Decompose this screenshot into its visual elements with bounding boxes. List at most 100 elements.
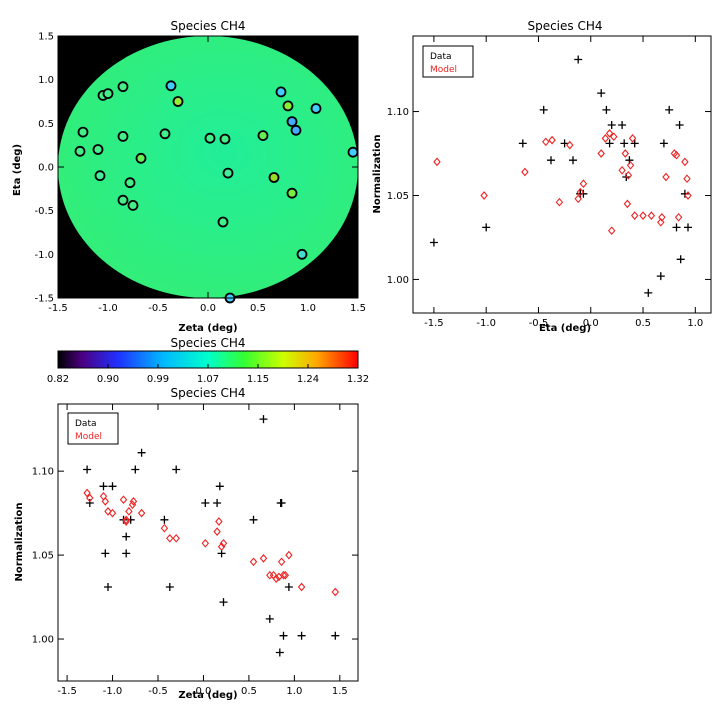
eta-model-point-29 xyxy=(674,212,683,222)
eta-data-point-14 xyxy=(607,121,616,129)
colorbar-tick-label-5: 1.24 xyxy=(297,374,319,385)
zeta-data-point-7 xyxy=(122,532,131,541)
eta-data-point-7 xyxy=(574,55,583,64)
zeta-model-point-10 xyxy=(128,500,137,510)
zeta-model-point-14 xyxy=(166,533,174,543)
eta-xtick-label-2: -0.5 xyxy=(529,318,549,329)
zeta-data-point-29 xyxy=(331,631,340,640)
eta-data-point-5 xyxy=(560,139,569,148)
eta-model-point-4 xyxy=(548,135,556,145)
map-ytick-label-2: -0.5 xyxy=(34,206,54,217)
eta-data-point-16 xyxy=(620,139,629,148)
map-point-28 xyxy=(347,146,359,158)
zeta-model-point-3 xyxy=(101,497,110,506)
map-point-4 xyxy=(102,88,114,99)
map-xtick-label-1: -1.0 xyxy=(98,303,118,314)
eta-model-point-6 xyxy=(566,140,574,150)
eta-data-point-19 xyxy=(630,139,639,148)
eta-data-point-2 xyxy=(518,139,527,148)
zeta-model-point-28 xyxy=(279,570,288,580)
map-ytick-label-1: -1.0 xyxy=(34,250,54,261)
zeta-legend-model: Model xyxy=(75,432,102,442)
zeta-model-point-0 xyxy=(83,488,91,498)
zeta-data-point-5 xyxy=(108,482,117,491)
eta-model-point-12 xyxy=(605,129,614,138)
map-point-16 xyxy=(219,133,231,145)
eta-model-point-20 xyxy=(628,134,637,143)
zeta-model-point-32 xyxy=(331,587,340,597)
eta-model-point-21 xyxy=(630,211,639,220)
zeta-data-point-8 xyxy=(122,549,131,558)
colorbar-ticks: 0.82 0.90 0.99 1.07 1.15 1.24 1.32 xyxy=(47,364,369,385)
map-point-8 xyxy=(117,130,129,142)
eta-data-point-20 xyxy=(644,288,653,297)
zeta-data-point-11 xyxy=(137,448,146,457)
map-point-7 xyxy=(92,144,104,155)
eta-data-point-26 xyxy=(676,255,685,264)
map-point-0 xyxy=(165,80,177,92)
zeta-xtick-label-1: -1.0 xyxy=(103,686,123,697)
eta-model-point-11 xyxy=(601,134,610,143)
map-xtick-label-6: 1.5 xyxy=(350,303,366,314)
eta-data-point-12 xyxy=(602,105,611,114)
colorbar-title: Species CH4 xyxy=(170,336,245,350)
zeta-model-point-5 xyxy=(108,508,117,518)
zeta-data-point-2 xyxy=(99,482,108,491)
eta-model-point-13 xyxy=(607,226,616,236)
map-xtick-label-4: 0.5 xyxy=(250,303,266,314)
zeta-model-point-13 xyxy=(160,523,169,533)
map-point-5 xyxy=(77,126,89,138)
zeta-model-point-11 xyxy=(129,497,138,506)
map-ylabel: Eta (deg) xyxy=(12,144,23,196)
zeta-model-point-6 xyxy=(119,495,128,505)
map-ytick-label-5: 1.0 xyxy=(38,75,54,86)
colorbar-tick-label-3: 1.07 xyxy=(197,374,219,385)
eta-model-point-31 xyxy=(683,174,691,184)
eta-model-point-23 xyxy=(647,211,656,220)
eta-data-point-4 xyxy=(547,156,555,165)
zeta-model-point-18 xyxy=(215,517,223,526)
zeta-data-point-14 xyxy=(172,465,181,474)
map-point-18 xyxy=(217,216,229,228)
map-xtick-label-2: -0.5 xyxy=(148,303,168,314)
map-point-21 xyxy=(275,86,287,98)
eta-title: Species CH4 xyxy=(527,19,602,33)
eta-ytick-label-0: 1.00 xyxy=(387,275,409,286)
eta-ytick-label-1: 1.05 xyxy=(387,191,409,202)
zeta-xtick-label-0: -1.5 xyxy=(57,686,77,697)
eta-model-point-7 xyxy=(574,194,582,204)
zeta-ytick-label-0: 1.00 xyxy=(32,635,54,646)
zeta-model-point-8 xyxy=(122,517,130,526)
zeta-legend-data: Data xyxy=(75,419,97,429)
zeta-data-point-28 xyxy=(297,631,306,640)
eta-model-point-0 xyxy=(433,157,441,167)
eta-model-point-10 xyxy=(597,149,605,158)
zeta-model-point-7 xyxy=(122,515,130,525)
map-point-12 xyxy=(124,177,136,189)
eta-legend-box xyxy=(422,45,474,78)
zeta-data-point-20 xyxy=(249,515,258,524)
eta-data-point-1 xyxy=(482,223,491,232)
zeta-title: Species CH4 xyxy=(170,386,245,400)
zeta-data-point-3 xyxy=(101,549,110,558)
map-point-23 xyxy=(286,116,298,127)
eta-axes: -1.5 -1.0 -0.5 0.0 0.5 1.0 1.00 1.05 1.10 xyxy=(387,36,711,329)
eta-model-point-19 xyxy=(626,160,635,170)
zeta-plot-frame xyxy=(57,403,359,682)
eta-model-point-8 xyxy=(576,187,585,197)
zeta-data-point-27 xyxy=(284,583,293,591)
zeta-xlabel: Zeta (deg) xyxy=(178,690,237,701)
zeta-data-point-22 xyxy=(265,614,274,623)
eta-legend-model: Model xyxy=(430,65,457,75)
eta-model-point-2 xyxy=(521,167,529,177)
map-point-11 xyxy=(94,170,106,182)
eta-data-point-27 xyxy=(680,189,689,198)
eta-xtick-label-1: -1.0 xyxy=(476,318,496,329)
zeta-data-point-25 xyxy=(277,499,286,507)
zeta-data-point-23 xyxy=(275,648,284,657)
map-point-26 xyxy=(286,187,298,199)
zeta-legend-box xyxy=(67,412,119,445)
eta-data-point-0 xyxy=(429,238,438,247)
zeta-model-point-9 xyxy=(125,507,133,516)
zeta-model-point-25 xyxy=(272,574,280,583)
